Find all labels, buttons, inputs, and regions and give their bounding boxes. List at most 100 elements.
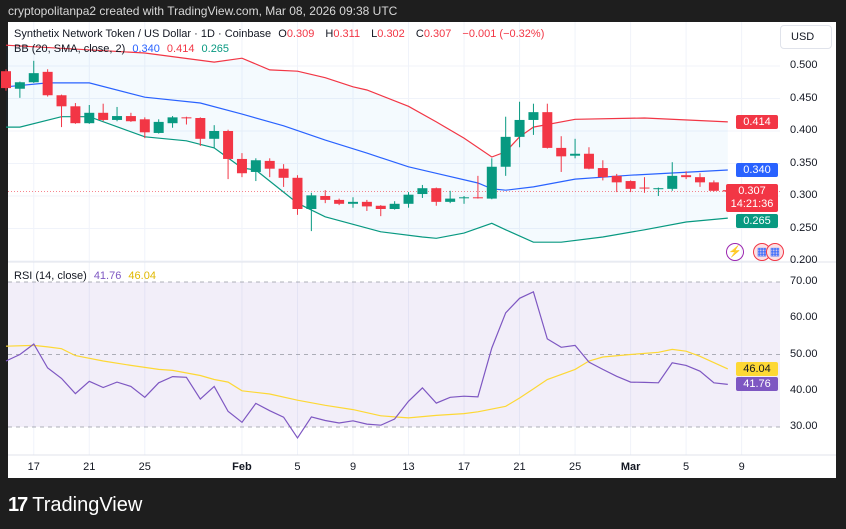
change-value: −0.001 (−0.32%) <box>462 28 545 40</box>
bar-countdown: 14:21:36 <box>730 198 774 210</box>
time-axis-label: 17 <box>27 461 40 473</box>
candle-body <box>236 158 247 174</box>
candle-body <box>542 112 553 148</box>
bb-mid-badge: 0.340 <box>736 163 778 177</box>
candle-body <box>42 71 53 96</box>
close-label: C <box>415 28 424 40</box>
candle-body <box>181 117 192 119</box>
rsi-line <box>5 290 728 439</box>
time-axis-label: 9 <box>349 461 357 473</box>
open-label: O <box>278 28 287 40</box>
candle-body <box>292 177 303 209</box>
candle-body <box>56 95 67 107</box>
tradingview-logo[interactable]: 17 TradingView <box>8 494 142 517</box>
candle-body <box>695 177 705 183</box>
candle-body <box>278 168 289 178</box>
time-axis-label: 25 <box>568 461 582 473</box>
candle-body <box>486 166 497 199</box>
time-axis-label: 25 <box>138 461 151 473</box>
candle-body <box>334 199 345 204</box>
high-label: H <box>325 28 334 40</box>
low-label: L <box>371 28 378 40</box>
candle-body <box>708 182 719 191</box>
rsi-pane <box>5 281 780 439</box>
candle-body <box>556 147 567 157</box>
candle-body <box>667 175 678 189</box>
candle-body <box>681 175 692 178</box>
rsi-ma-line <box>5 344 729 419</box>
candle-body <box>14 82 25 89</box>
last-price-badge: 0.307 14:21:36 <box>726 184 778 212</box>
symbol-title: Synthetix Network Token / US Dollar · 1D… <box>14 28 272 40</box>
price-axis-label: 0.400 <box>790 124 818 136</box>
time-axis-label: 5 <box>683 461 690 473</box>
candle-body <box>597 168 608 178</box>
close-value: 0.307 <box>423 28 452 40</box>
open-value: 0.309 <box>286 28 315 40</box>
candle-body <box>459 197 470 199</box>
candle-body <box>306 195 317 209</box>
candle-body <box>223 131 234 159</box>
candle-body <box>500 136 511 167</box>
candle-body <box>375 205 386 209</box>
candles <box>1 60 733 232</box>
rsi-axis-label: 60.00 <box>790 311 818 324</box>
bb-legend[interactable]: BB (20, SMA, close, 2) 0.340 0.414 0.265 <box>14 43 233 55</box>
rsi-label: RSI (14, close) <box>14 270 87 282</box>
bb-mid-value: 0.340 <box>132 43 160 55</box>
rsi-value: 41.76 <box>93 270 122 282</box>
candle-body <box>167 117 178 124</box>
time-axis-label: 13 <box>402 461 415 473</box>
candle-body <box>611 175 622 183</box>
time-axis-label: 9 <box>738 461 745 473</box>
candle-body <box>28 73 39 83</box>
bb-upper-value: 0.414 <box>166 43 195 55</box>
bb-mid-line <box>5 82 728 191</box>
price-axis-label: 0.300 <box>790 189 818 201</box>
price-axis-label: 0.200 <box>790 254 818 266</box>
candle-body <box>639 187 650 189</box>
candle-body <box>472 197 483 199</box>
tradingview-logo-icon: 17 <box>8 494 28 516</box>
bb-lower-line <box>6 116 728 243</box>
low-value: 0.302 <box>377 28 405 40</box>
price-axis-label: 0.250 <box>790 221 818 234</box>
price-axis-label: 0.350 <box>790 156 818 169</box>
currency-button[interactable]: USD <box>780 25 832 49</box>
bb-lower-value: 0.265 <box>201 43 230 55</box>
candle-body <box>70 106 81 124</box>
rsi-axis-label: 70.00 <box>790 275 818 287</box>
candle-body <box>514 119 525 137</box>
candle-body <box>348 201 358 204</box>
time-axis-label: 21 <box>83 461 96 473</box>
lightning-icon[interactable]: ⚡ <box>726 243 744 261</box>
candle-body <box>431 188 442 202</box>
chart-attribution: cryptopolitanpa2 created with TradingVie… <box>8 4 398 18</box>
rsi-axis-label: 40.00 <box>790 383 818 396</box>
candle-body <box>570 153 581 156</box>
candle-body <box>125 116 136 122</box>
candle-body <box>320 196 331 200</box>
bb-label: BB (20, SMA, close, 2) <box>14 43 126 55</box>
candle-body <box>153 121 164 133</box>
rsi-legend[interactable]: RSI (14, close) 41.76 46.04 <box>14 270 160 282</box>
time-axis-label: Feb <box>232 461 252 473</box>
candle-body <box>1 71 11 89</box>
candle-body <box>98 112 109 120</box>
time-axis-label: 17 <box>457 461 471 473</box>
candle-body <box>417 188 428 195</box>
candle-body <box>195 118 206 139</box>
candle-body <box>139 119 150 133</box>
time-axis-label: 21 <box>513 461 526 473</box>
candle-body <box>209 131 220 139</box>
rsi-ma-value: 46.04 <box>128 270 156 282</box>
us-flag-event-icon[interactable]: ▦ <box>766 243 784 261</box>
bb-fill <box>6 45 728 243</box>
candle-body <box>653 188 664 190</box>
rsi-badge: 41.76 <box>736 377 778 391</box>
bb-lower-badge: 0.265 <box>736 214 778 228</box>
candle-body <box>528 112 539 120</box>
candle-body <box>112 116 123 120</box>
bollinger-bands <box>5 44 780 243</box>
